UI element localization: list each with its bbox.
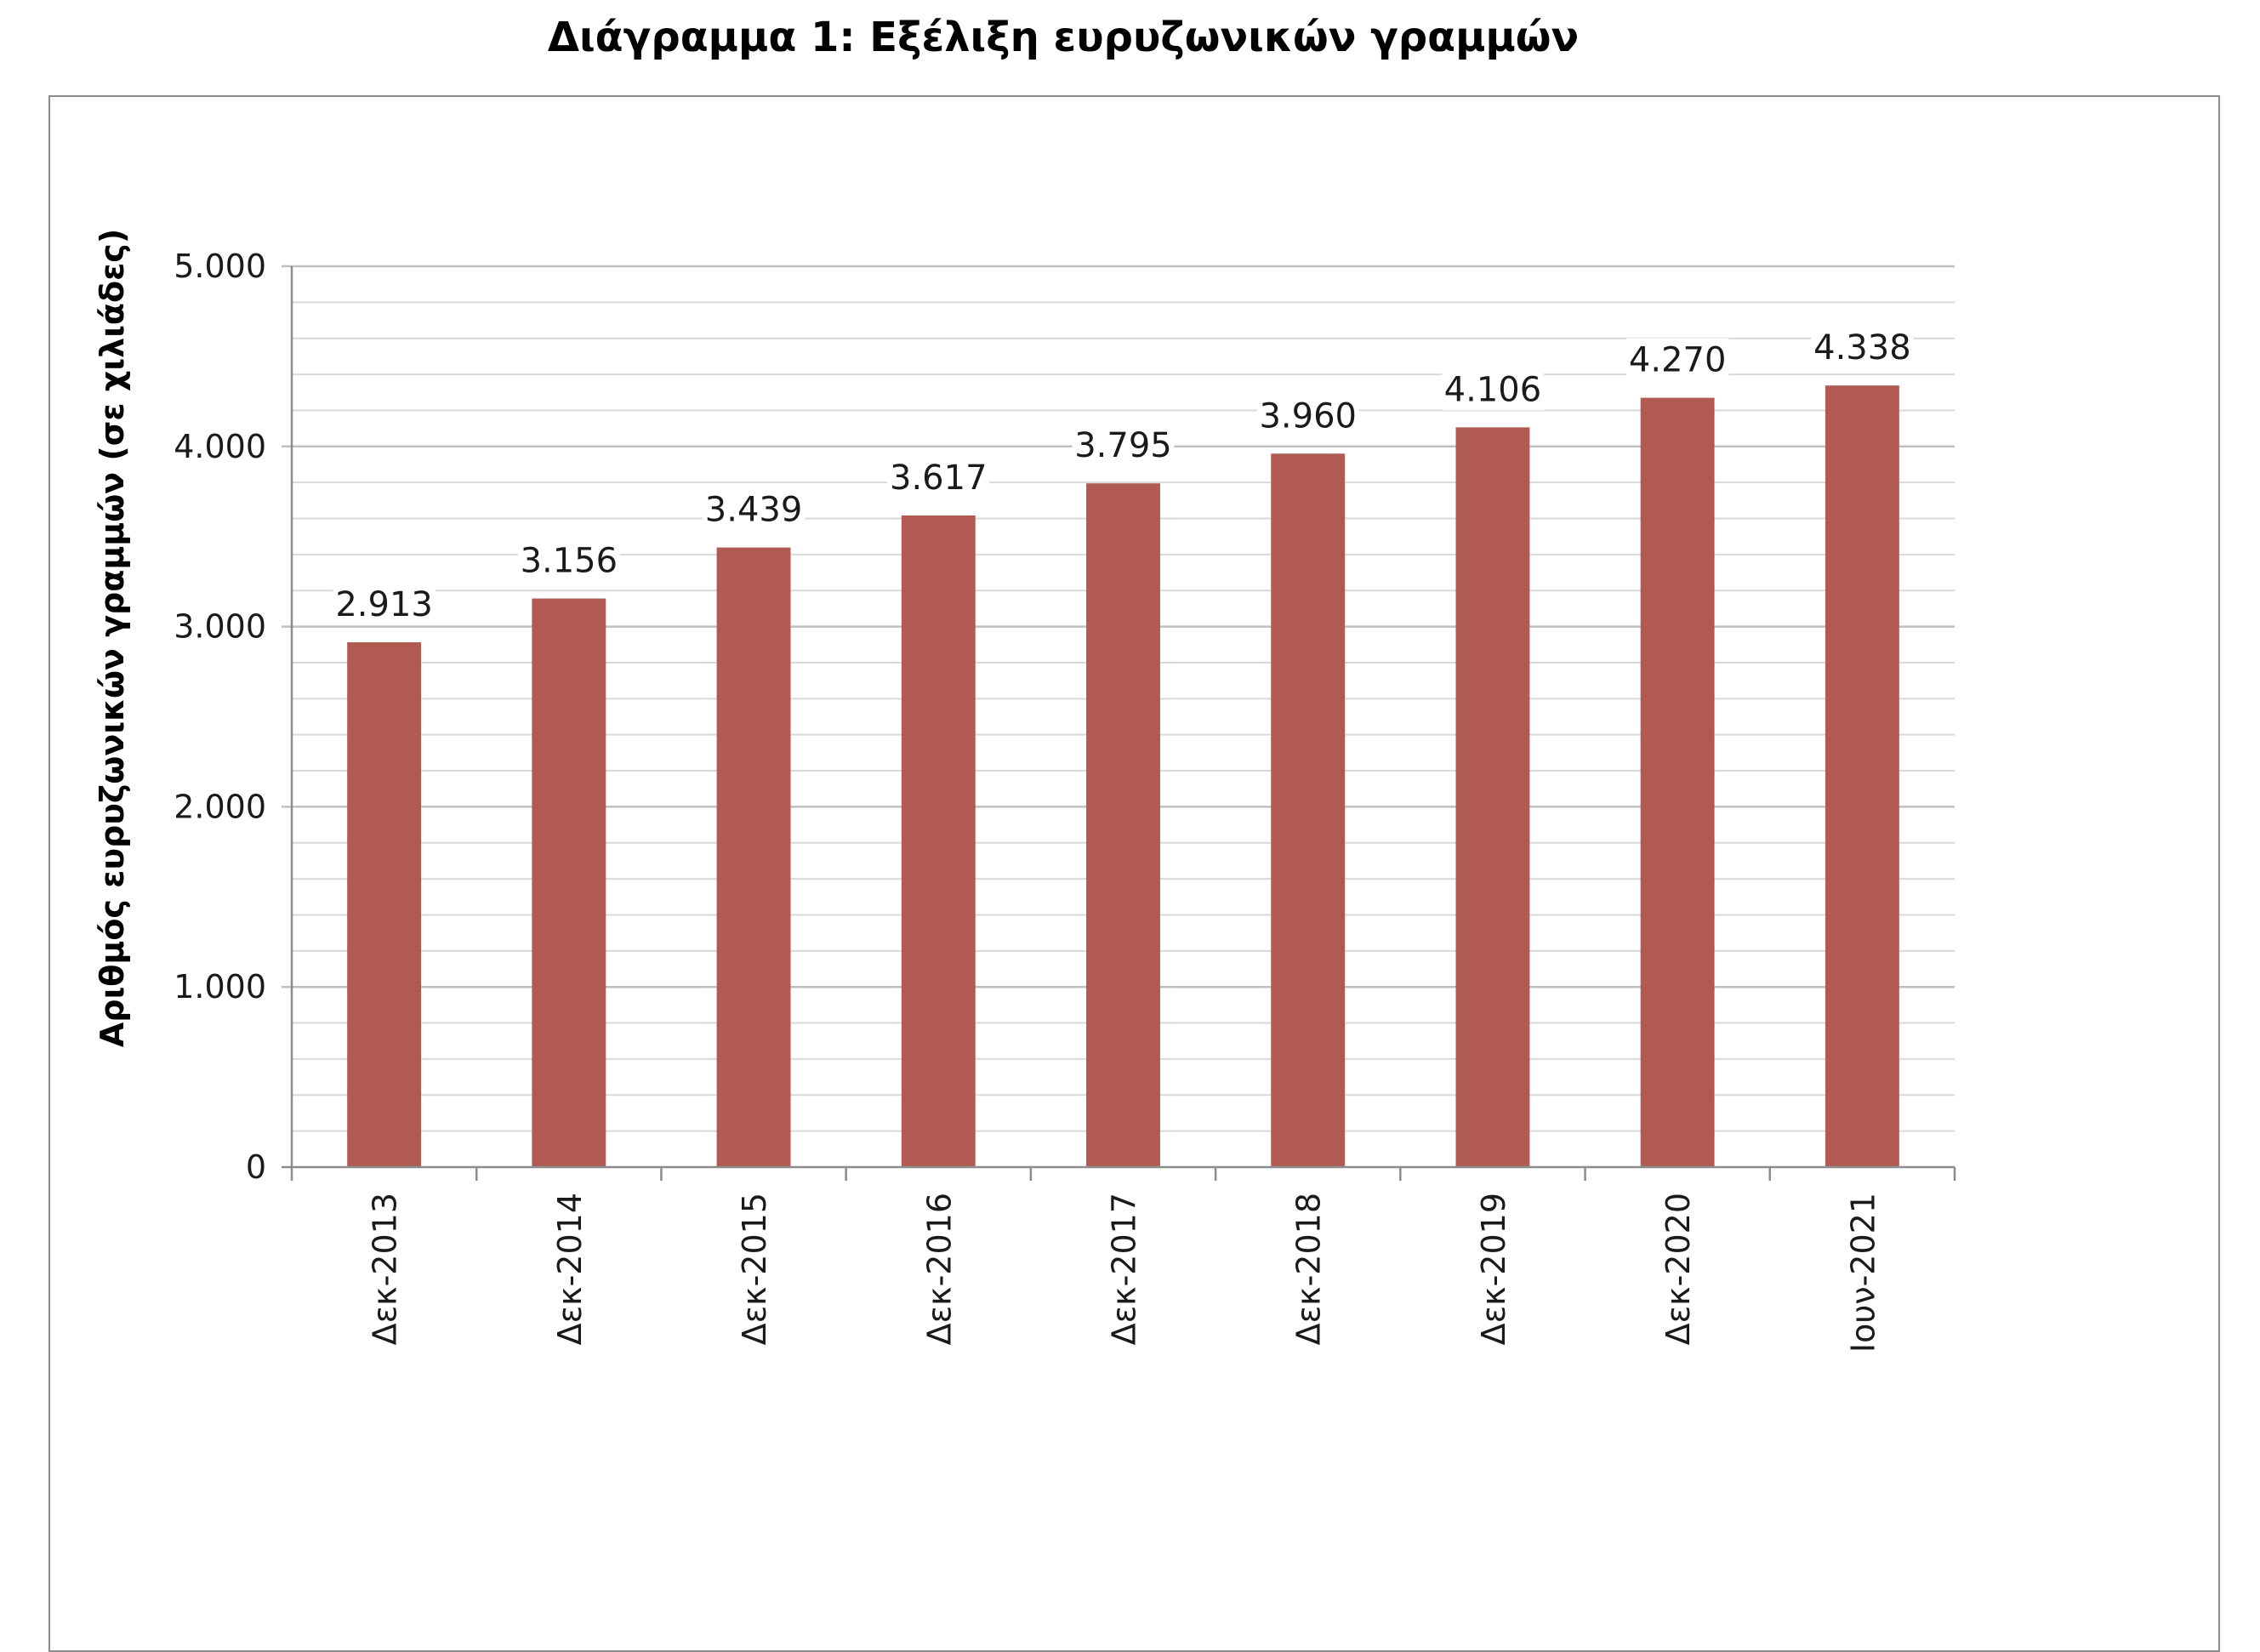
y-tick-label: 1.000 — [174, 968, 266, 1005]
bar — [1640, 397, 1715, 1167]
data-label-background — [1626, 338, 1729, 381]
data-label-background — [887, 455, 990, 498]
data-label-background — [1256, 394, 1359, 437]
x-tick-label: Δεκ-2013 — [367, 1193, 404, 1345]
x-tick-label: Δεκ-2015 — [736, 1193, 773, 1345]
bar — [716, 547, 791, 1167]
bar — [1825, 385, 1899, 1167]
x-tick-label: Δεκ-2018 — [1290, 1193, 1328, 1345]
bar — [1086, 483, 1160, 1167]
x-tick-label: Δεκ-2019 — [1475, 1193, 1512, 1345]
labels: 0 1.000 2.000 3.000 4.000 5.000 2.913 Δεκ-2013 3… — [174, 248, 1914, 1353]
data-label: 4.106 — [1444, 370, 1542, 409]
data-label: 4.270 — [1629, 341, 1727, 380]
data-label: 4.338 — [1813, 328, 1911, 367]
y-tick-label: 5.000 — [174, 248, 266, 285]
data-label: 3.439 — [705, 491, 803, 530]
data-label: 3.617 — [890, 459, 988, 498]
x-tick-label: Δεκ-2020 — [1659, 1193, 1697, 1345]
data-label: 3.156 — [521, 542, 618, 581]
bar — [1455, 427, 1530, 1167]
bars — [347, 385, 1899, 1167]
y-tick-label: 3.000 — [174, 608, 266, 646]
data-label: 3.795 — [1074, 426, 1172, 465]
y-axis-label: Αριθμός ευρυζωνικών γραμμών (σε χιλιάδες… — [94, 229, 131, 1047]
bar — [1271, 453, 1346, 1167]
data-label-background — [333, 583, 435, 626]
data-label-background — [1811, 326, 1914, 369]
y-tick-label: 4.000 — [174, 428, 266, 465]
y-tick-label: 0 — [246, 1148, 266, 1186]
data-label-background — [1072, 424, 1175, 467]
axes — [282, 266, 1956, 1181]
bar — [901, 515, 976, 1167]
data-label: 2.913 — [335, 585, 433, 624]
y-tick-label: 2.000 — [174, 788, 266, 825]
data-label: 3.960 — [1259, 396, 1357, 436]
x-tick-label: Δεκ-2017 — [1106, 1193, 1143, 1345]
bar — [347, 642, 422, 1167]
x-tick-label: Δεκ-2016 — [920, 1193, 958, 1345]
x-tick-label: Ιουν-2021 — [1844, 1193, 1881, 1353]
bar — [532, 598, 606, 1167]
x-tick-label: Δεκ-2014 — [551, 1193, 589, 1345]
chart-title: Διάγραμμα 1: Εξέλιξη ευρυζωνικών γραμμών — [547, 14, 1580, 61]
data-label-background — [517, 538, 620, 582]
data-label-background — [703, 487, 806, 531]
data-label-background — [1441, 367, 1544, 411]
